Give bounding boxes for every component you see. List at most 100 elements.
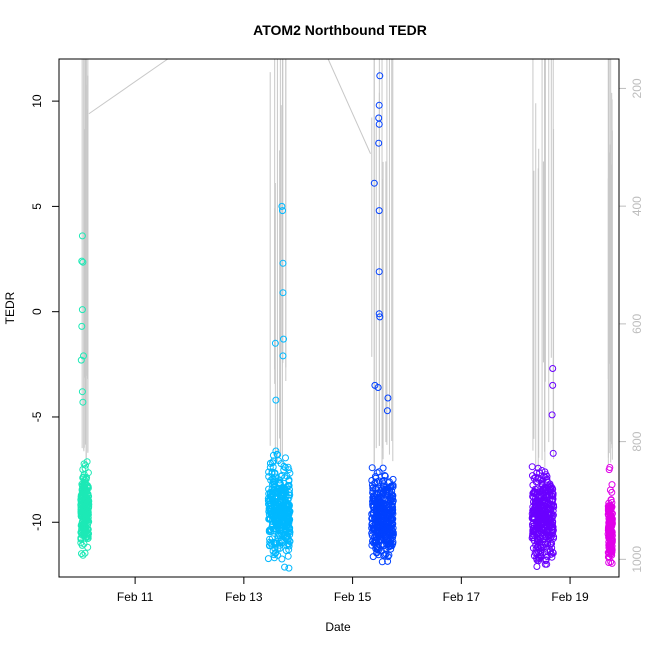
data-point bbox=[284, 552, 292, 560]
data-point bbox=[380, 552, 388, 559]
data-point bbox=[545, 516, 553, 524]
y2-tick-label: 800 bbox=[630, 431, 644, 451]
data-point bbox=[264, 496, 272, 504]
data-point bbox=[83, 484, 91, 491]
data-point bbox=[285, 482, 293, 489]
data-point bbox=[285, 564, 293, 572]
data-point bbox=[548, 532, 555, 540]
data-point bbox=[607, 540, 615, 548]
data-point bbox=[389, 529, 397, 537]
data-point bbox=[84, 526, 92, 534]
data-point bbox=[384, 553, 392, 561]
data-point bbox=[372, 474, 380, 482]
data-point bbox=[546, 527, 554, 535]
y-tick-label: 10 bbox=[30, 94, 44, 108]
data-point bbox=[269, 547, 277, 555]
data-point bbox=[375, 468, 383, 476]
data-point bbox=[275, 519, 283, 527]
data-point bbox=[541, 560, 549, 568]
data-point bbox=[272, 515, 280, 523]
data-point bbox=[386, 483, 394, 491]
y2-axis: 200 400 600 800 1000 bbox=[618, 78, 644, 573]
data-point bbox=[274, 506, 282, 514]
data-point bbox=[537, 520, 545, 528]
data-point bbox=[85, 530, 92, 538]
data-point bbox=[376, 536, 384, 544]
outlier-point bbox=[80, 352, 87, 360]
y-axis-label: TEDR bbox=[3, 291, 17, 324]
data-point bbox=[547, 487, 555, 495]
data-point bbox=[83, 514, 91, 522]
data-point bbox=[381, 472, 389, 479]
data-point bbox=[605, 515, 613, 522]
data-point bbox=[549, 449, 557, 457]
data-point bbox=[608, 548, 616, 556]
data-point bbox=[80, 540, 88, 548]
data-point bbox=[78, 550, 85, 558]
data-point bbox=[533, 549, 541, 556]
data-point bbox=[283, 501, 291, 509]
data-point bbox=[283, 526, 291, 534]
data-point bbox=[547, 509, 555, 517]
data-point bbox=[537, 534, 544, 542]
data-point bbox=[77, 522, 85, 530]
y2-tick-label: 200 bbox=[630, 78, 644, 98]
series-1 bbox=[77, 232, 93, 559]
outlier-point bbox=[278, 202, 286, 210]
data-point bbox=[369, 553, 377, 561]
outlier-point bbox=[78, 322, 86, 330]
data-point bbox=[81, 521, 89, 529]
data-point bbox=[529, 520, 536, 528]
series-3 bbox=[368, 72, 397, 566]
data-point bbox=[285, 477, 293, 485]
data-point bbox=[545, 501, 553, 509]
y-tick-label: -10 bbox=[30, 513, 44, 531]
data-point bbox=[548, 544, 556, 552]
data-point bbox=[534, 464, 542, 472]
y2-tick-label: 600 bbox=[630, 314, 644, 334]
outlier-point bbox=[271, 339, 279, 347]
data-point bbox=[265, 526, 273, 534]
data-point bbox=[281, 563, 289, 571]
data-point bbox=[277, 495, 285, 503]
data-point bbox=[534, 553, 542, 561]
data-point bbox=[381, 472, 389, 480]
data-point bbox=[536, 542, 544, 549]
plot-box bbox=[58, 58, 620, 578]
outlier-point bbox=[77, 356, 85, 364]
data-point bbox=[275, 485, 283, 492]
data-point bbox=[605, 553, 613, 561]
data-point bbox=[544, 532, 552, 539]
outlier-point bbox=[375, 268, 383, 276]
data-point bbox=[371, 513, 379, 521]
x-tick-label: Feb 15 bbox=[334, 590, 372, 604]
data-point bbox=[284, 512, 292, 520]
outlier-point bbox=[548, 411, 556, 419]
data-point bbox=[371, 520, 379, 528]
data-point bbox=[81, 549, 89, 557]
x-tick-label: Feb 13 bbox=[225, 590, 263, 604]
data-point bbox=[266, 538, 274, 546]
data-point bbox=[267, 505, 274, 513]
data-point bbox=[387, 545, 395, 553]
data-point bbox=[543, 475, 551, 483]
data-point bbox=[389, 531, 397, 539]
data-point bbox=[368, 514, 376, 522]
data-point bbox=[537, 553, 544, 561]
data-point bbox=[381, 513, 389, 520]
data-point bbox=[268, 470, 276, 478]
data-point bbox=[607, 547, 615, 555]
data-point bbox=[535, 497, 543, 505]
data-point bbox=[78, 528, 86, 536]
data-point bbox=[370, 533, 378, 541]
data-point bbox=[269, 515, 277, 523]
data-point bbox=[544, 548, 552, 556]
data-point bbox=[604, 502, 612, 510]
data-point bbox=[607, 558, 615, 566]
outlier-point bbox=[549, 381, 557, 389]
data-point bbox=[376, 502, 384, 510]
data-point bbox=[78, 500, 86, 508]
outlier-point bbox=[375, 114, 383, 122]
data-point bbox=[542, 557, 550, 565]
data-point bbox=[607, 502, 615, 510]
